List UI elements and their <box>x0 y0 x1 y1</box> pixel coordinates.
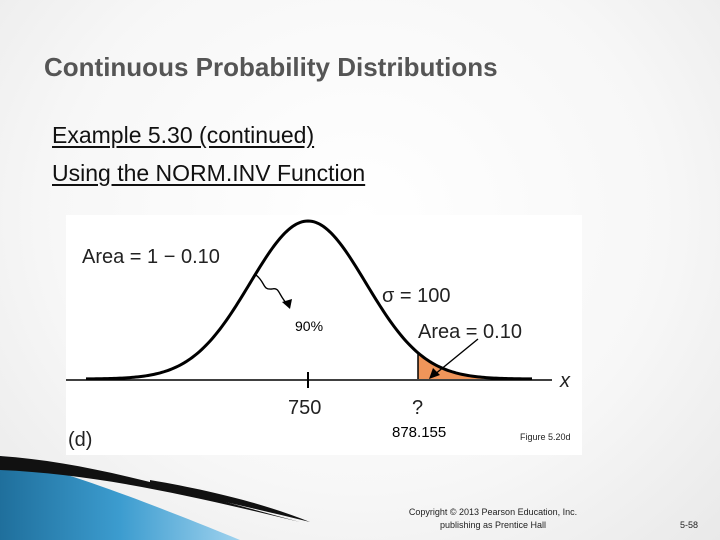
unknown-value-label: ? <box>412 397 423 419</box>
normal-curve-svg: Area = 1 − 0.10 σ = 100 Area = 0.10 x 75… <box>66 219 571 451</box>
sigma-label: σ = 100 <box>382 285 451 307</box>
left-area-label: Area = 1 − 0.10 <box>82 246 220 268</box>
swoosh-black-tip <box>150 480 310 522</box>
swoosh-blue-band <box>0 456 240 540</box>
slide-title: Continuous Probability Distributions <box>44 52 498 82</box>
normal-curve-figure: Area = 1 − 0.10 σ = 100 Area = 0.10 x 75… <box>66 215 582 455</box>
panel-label: (d) <box>68 429 92 451</box>
right-area-arrow <box>433 338 479 376</box>
left-area-arrowhead <box>282 299 292 309</box>
copyright-line-2: publishing as Prentice Hall <box>439 520 547 530</box>
subtitle-function: Using the NORM.INV Function <box>52 160 366 186</box>
x-axis-variable: x <box>559 370 571 392</box>
answer-value: 878.155 <box>392 424 447 441</box>
copyright-notice: Copyright © 2013 Pearson Education, Inc.… <box>380 506 606 532</box>
left-area-arrow <box>255 274 289 306</box>
right-area-label: Area = 0.10 <box>418 321 522 343</box>
percent-annotation: 90% <box>295 318 324 334</box>
figure-caption: Figure 5.20d <box>520 432 571 442</box>
mean-label: 750 <box>288 397 321 419</box>
swoosh-black-stroke <box>0 456 300 522</box>
normal-curve <box>85 219 533 381</box>
copyright-line-1: Copyright © 2013 Pearson Education, Inc. <box>408 507 578 517</box>
slide-number: 5-58 <box>680 520 699 530</box>
right-area-arrowhead <box>429 368 440 379</box>
subtitle-example: Example 5.30 (continued) <box>52 122 315 148</box>
right-tail-shaded-area <box>418 352 532 379</box>
